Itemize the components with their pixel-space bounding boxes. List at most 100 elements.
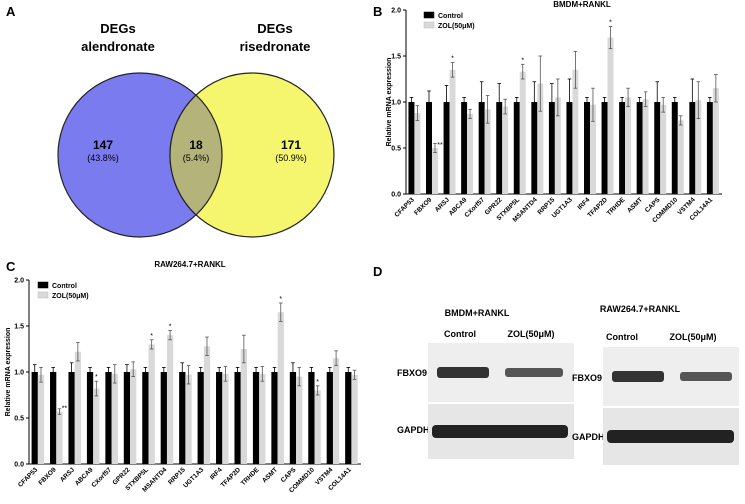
venn-left-title-2: alendronate <box>81 39 155 54</box>
x-tick-label: CXorf57 <box>463 196 486 219</box>
bar-CAPS-control <box>654 102 661 194</box>
panel-c: C 0.0 0.5 1.0 1.5 2.0 Relative mRNA expressio… <box>5 259 361 494</box>
bar-MSANTD4-zol <box>537 83 544 194</box>
bar-COMMD10-control <box>308 372 315 464</box>
bar-GPR22-zol <box>130 369 137 464</box>
bar-COL14A1-control <box>706 102 713 194</box>
significance-mark: * <box>95 374 98 381</box>
bar-STXBP5L-zol <box>148 344 155 464</box>
blot-right-lane-zol: ZOL(50μM) <box>669 332 716 342</box>
venn-right-pct: (50.9%) <box>275 153 307 163</box>
panel-letter-d: D <box>373 264 382 279</box>
bar-chart-bmdm: 0.0 0.5 1.0 1.5 2.0 Relative mRNA expression B… <box>386 0 722 224</box>
bar-GPR22-zol <box>502 106 509 194</box>
bar-ABCA9-zol <box>467 113 474 194</box>
blot-left-lane-control: Control <box>444 329 476 339</box>
bar-COMMD10-zol <box>314 390 321 464</box>
legend-label: ZOL(50μM) <box>52 293 89 300</box>
y-tick-label: 0.5 <box>391 146 401 153</box>
legend-label: Control <box>438 13 463 20</box>
panel-letter-b: B <box>373 4 382 19</box>
legend-label: Control <box>52 283 77 290</box>
panel-a: A DEGs alendronate DEGs risedronate 147 … <box>6 4 335 238</box>
venn-left-title-1: DEGs <box>100 21 135 36</box>
y-tick-label: 0.5 <box>14 416 24 423</box>
venn-overlap-count: 18 <box>189 138 203 152</box>
bar-CXorf57-control <box>478 102 485 194</box>
x-tick-label: UGT1A3 <box>182 466 205 489</box>
blot-right-fbxo9-band-control <box>612 371 664 382</box>
bar-FBXO9-zol <box>431 148 438 194</box>
bar-CXorf57-zol <box>484 109 491 194</box>
bar-UGT1A3-zol <box>203 346 211 464</box>
bar-ASMT-zol <box>642 99 649 194</box>
legend-swatch <box>37 281 49 289</box>
bar-CFAP53-control <box>408 102 415 194</box>
y-tick-label: 0.0 <box>391 192 401 199</box>
bar-RRP15-control <box>179 372 186 464</box>
y-tick-label: 1.0 <box>391 100 401 107</box>
x-tick-label: CXorf57 <box>90 466 113 489</box>
panel-d: D BMDM+RANKL Control ZOL(50μM) FBXO9 GAP… <box>373 264 739 465</box>
bar-COMMD10-zol <box>677 120 684 194</box>
blot-left-lane-zol: ZOL(50μM) <box>507 329 554 339</box>
y-tick-label: 2.0 <box>391 8 401 15</box>
bar-TFAP2D-zol <box>607 37 614 194</box>
bar-TFAP2D-control <box>234 372 241 464</box>
bar-VSTM4-control <box>689 102 696 194</box>
bar-COL14A1-zol <box>351 374 358 464</box>
bar-COL14A1-control <box>345 372 352 464</box>
chart-title: RAW264.7+RANKL <box>154 260 225 269</box>
bar-ARSJ-zol <box>449 69 456 194</box>
x-tick-label: IRF4 <box>576 196 591 211</box>
blot-right-lane-control: Control <box>606 332 638 342</box>
bar-TRHDE-zol <box>259 373 266 464</box>
bar-MSANTD4-control <box>531 102 538 194</box>
bar-FBXO9-control <box>50 372 57 464</box>
bar-UGT1A3-zol <box>572 69 579 194</box>
bar-RRP15-zol <box>185 374 192 464</box>
y-tick-label: 2.0 <box>14 278 24 285</box>
bar-IRF4-zol <box>589 104 596 194</box>
x-tick-label: FBXO9 <box>413 196 434 217</box>
bar-FBXO9-control <box>426 102 432 194</box>
x-tick-label: ASMT <box>261 466 279 484</box>
bar-ASMT-control <box>636 102 643 194</box>
y-tick-label: 0.0 <box>14 462 24 469</box>
bar-COL14A1-zol <box>712 88 719 194</box>
bar-CAPS-control <box>289 372 297 464</box>
bar-UGT1A3-control <box>197 372 204 464</box>
bar-MSANTD4-zol <box>166 335 174 464</box>
bar-STXBP5L-control <box>513 102 520 194</box>
bar-CXorf57-control <box>105 372 112 464</box>
bar-IRF4-zol <box>222 373 229 464</box>
y-tick-label: 1.5 <box>391 54 401 61</box>
significance-mark: ** <box>437 142 443 149</box>
x-tick-label: CFAP53 <box>394 196 417 219</box>
bar-COMMD10-control <box>671 102 678 194</box>
chart-title: BMDM+RANKL <box>553 0 611 9</box>
bar-ARSJ-zol <box>74 351 82 464</box>
panel-b: B 0.0 0.5 1.0 1.5 2.0 Relative mRNA expressio… <box>373 0 722 224</box>
blot-left-fbxo9-band-control <box>437 367 489 378</box>
blot-left-gapdh-band <box>432 425 568 438</box>
significance-mark: * <box>316 379 319 386</box>
blot-right-label-gapdh: GAPDH <box>572 432 605 442</box>
venn-right-count: 171 <box>281 138 301 152</box>
significance-mark: * <box>521 57 524 64</box>
legend-swatch <box>37 291 49 299</box>
bar-ASMT-zol <box>277 312 284 464</box>
bar-IRF4-control <box>216 372 223 464</box>
bar-CAPS-zol <box>660 104 667 194</box>
venn-left-pct: (43.8%) <box>87 153 119 163</box>
venn-right-title-1: DEGs <box>257 21 292 36</box>
blot-right-fbxo9-band-zol <box>680 372 732 381</box>
venn-overlap <box>169 94 223 216</box>
x-tick-label: ASMT <box>626 196 644 214</box>
bar-VSTM4-zol <box>332 358 340 464</box>
bar-ASMT-control <box>271 372 278 464</box>
bar-STXBP5L-zol <box>519 71 526 194</box>
x-tick-label: TFAP2D <box>220 466 243 489</box>
significance-mark: * <box>169 324 172 331</box>
